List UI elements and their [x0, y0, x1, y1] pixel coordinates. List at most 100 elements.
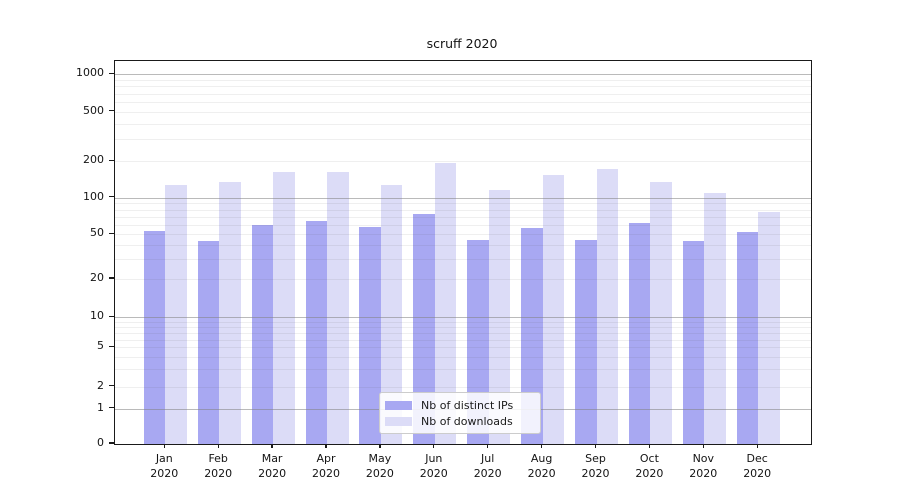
x-tick-mark-oct [648, 444, 651, 448]
x-tick-label-mar: Mar 2020 [244, 451, 300, 481]
gridline-minor-20 [115, 279, 811, 280]
legend-item-downloads: Nb of downloads [385, 415, 540, 428]
gridline-minor-600 [115, 101, 811, 103]
bar-distinct-ips-oct [628, 223, 651, 444]
x-label-year: 2020 [365, 467, 394, 480]
y-tick-mark-50 [109, 232, 114, 235]
bar-downloads-jul [488, 189, 511, 444]
bar-distinct-ips-may [359, 226, 381, 444]
x-tick-label-apr: Apr 2020 [298, 451, 354, 481]
legend-label-distinct-ips: Nb of distinct IPs [421, 398, 514, 412]
bar-distinct-ips-aug [521, 228, 543, 444]
x-label-year: 2020 [473, 467, 502, 480]
x-tick-mark-mar [271, 444, 273, 448]
bar-downloads-nov [704, 192, 726, 444]
gridline-major-1000 [115, 74, 811, 76]
y-tick-label-1: 1 [97, 400, 104, 414]
bar-downloads-aug [542, 175, 565, 444]
gridline-minor-30 [115, 259, 811, 261]
x-label-month: Jun [425, 452, 443, 465]
x-tick-label-sep: Sep 2020 [568, 451, 624, 481]
x-label-month: May [368, 452, 392, 465]
bar-distinct-ips-dec [736, 232, 759, 444]
x-tick-mark-jul [487, 444, 489, 448]
y-tick-mark-2 [109, 385, 114, 387]
gridline-minor-80 [115, 209, 811, 211]
x-label-year: 2020 [689, 467, 718, 480]
y-tick-label-20: 20 [90, 271, 104, 284]
x-label-year: 2020 [527, 467, 556, 480]
gridline-minor-800 [115, 86, 811, 88]
x-label-year: 2020 [204, 467, 233, 480]
gridline-minor-60 [115, 224, 811, 226]
y-tick-label-1000: 1000 [76, 66, 104, 80]
bar-distinct-ips-feb [197, 240, 220, 444]
x-label-year: 2020 [312, 467, 340, 480]
x-label-month: Mar [261, 452, 283, 465]
bar-distinct-ips-sep [575, 239, 597, 444]
x-tick-mark-nov [702, 444, 704, 448]
y-tick-mark-100 [109, 195, 114, 198]
x-label-year: 2020 [150, 467, 179, 480]
legend-swatch-distinct-ips [385, 400, 412, 410]
x-tick-label-aug: Aug 2020 [514, 451, 570, 481]
y-tick-mark-5 [109, 345, 114, 348]
bar-distinct-ips-mar [251, 224, 274, 444]
bar-downloads-mar [273, 172, 295, 444]
legend-label-downloads: Nb of downloads [421, 414, 513, 428]
x-tick-label-feb: Feb 2020 [190, 451, 246, 481]
y-tick-label-2: 2 [97, 378, 104, 392]
x-label-year: 2020 [635, 467, 664, 480]
x-tick-label-oct: Oct 2020 [621, 451, 677, 481]
gridline-minor-40 [115, 245, 811, 247]
bar-downloads-apr [327, 171, 349, 444]
bar-downloads-oct [650, 182, 672, 444]
gridline-minor-70 [115, 216, 811, 218]
gridline-major-10 [115, 317, 811, 319]
gridlines-layer [115, 61, 811, 444]
x-label-year: 2020 [581, 467, 610, 480]
y-tick-mark-200 [109, 159, 114, 162]
x-label-month: Apr [316, 452, 336, 465]
y-tick-label-5: 5 [97, 339, 104, 353]
x-label-month: Jul [481, 452, 495, 465]
x-label-month: Aug [530, 452, 553, 465]
x-label-month: Sep [585, 452, 606, 465]
legend-item-distinct-ips: Nb of distinct IPs [385, 399, 540, 412]
bar-downloads-feb [219, 181, 241, 444]
x-label-year: 2020 [419, 467, 448, 480]
gridline-major-100 [115, 197, 811, 199]
y-tick-label-100: 100 [83, 189, 104, 203]
gridline-minor-2 [115, 386, 811, 388]
x-tick-label-may: May 2020 [352, 451, 408, 481]
gridline-minor-3 [115, 369, 811, 371]
gridline-minor-300 [115, 139, 811, 141]
y-tick-mark-10 [109, 315, 114, 317]
gridline-minor-6 [115, 339, 811, 341]
gridline-minor-200 [115, 161, 811, 163]
bar-distinct-ips-jan [143, 231, 166, 444]
bar-distinct-ips-apr [305, 220, 327, 444]
chart-title: scruff 2020 [426, 36, 498, 51]
x-tick-mark-dec [756, 444, 758, 448]
x-tick-mark-apr [325, 444, 327, 448]
x-tick-label-jun: Jun 2020 [406, 451, 462, 481]
x-tick-mark-sep [594, 444, 597, 448]
x-tick-mark-feb [217, 444, 219, 448]
x-tick-label-nov: Nov 2020 [675, 451, 731, 481]
y-tick-mark-0 [109, 442, 114, 444]
bar-downloads-may [380, 185, 403, 444]
y-tick-label-500: 500 [83, 103, 104, 117]
gridline-minor-8 [115, 327, 811, 329]
x-label-month: Oct [639, 452, 659, 465]
x-tick-mark-jun [433, 444, 435, 448]
x-tick-label-jul: Jul 2020 [460, 451, 516, 481]
gridline-minor-9 [115, 321, 811, 323]
bar-downloads-jan [165, 185, 187, 444]
y-tick-label-200: 200 [83, 153, 104, 167]
x-label-year: 2020 [743, 467, 772, 480]
gridline-minor-500 [115, 111, 811, 113]
x-tick-mark-aug [540, 444, 543, 448]
gridline-minor-50 [115, 234, 811, 236]
gridline-minor-400 [115, 123, 811, 125]
